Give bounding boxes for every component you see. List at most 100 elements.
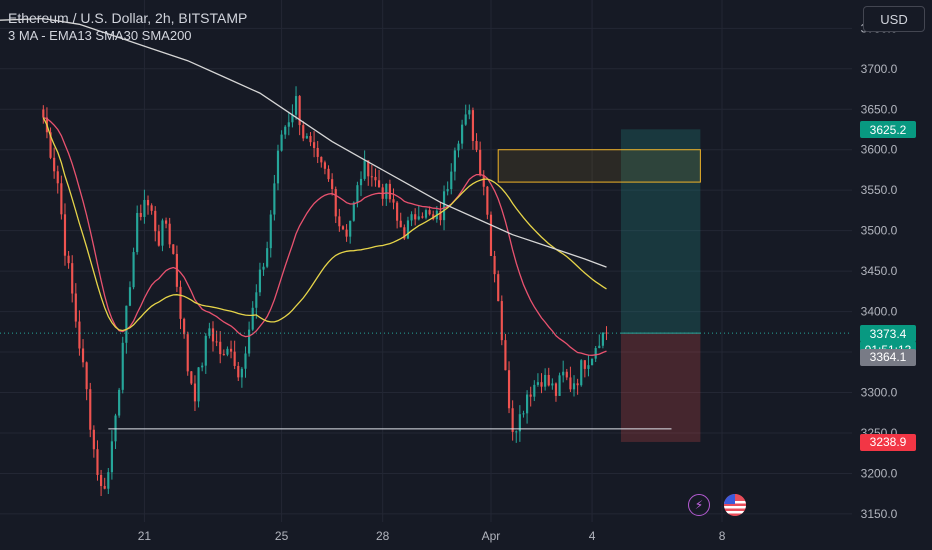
candle-body bbox=[442, 191, 446, 221]
candle-body bbox=[302, 125, 305, 139]
candle-body bbox=[511, 408, 514, 432]
candle-body bbox=[222, 354, 225, 356]
candle-body bbox=[587, 365, 590, 369]
y-tick-label: 3550.0 bbox=[861, 183, 898, 197]
candle-body bbox=[533, 384, 536, 397]
candle-body bbox=[262, 266, 265, 270]
candle-body bbox=[417, 216, 420, 220]
candle-body bbox=[136, 212, 139, 253]
candle-body bbox=[547, 374, 550, 386]
candle-body bbox=[359, 178, 363, 186]
candle-body bbox=[211, 328, 215, 342]
candle-body bbox=[331, 179, 334, 190]
candle-body bbox=[562, 371, 565, 376]
candle-body bbox=[500, 301, 503, 341]
candle-body bbox=[164, 220, 168, 224]
y-tick-label: 3450.0 bbox=[861, 264, 898, 278]
target-price-label: 3625.2 bbox=[860, 121, 916, 139]
candle-body bbox=[453, 150, 456, 172]
candle-body bbox=[590, 358, 594, 366]
candle-body bbox=[305, 136, 308, 139]
x-tick-label: 25 bbox=[275, 529, 289, 543]
candle-body bbox=[233, 351, 236, 366]
candle-body bbox=[71, 263, 74, 294]
candle-body bbox=[226, 348, 229, 355]
candle-body bbox=[558, 375, 561, 396]
candle-body bbox=[208, 328, 211, 336]
y-tick-label: 3150.0 bbox=[861, 507, 898, 521]
candle-body bbox=[374, 176, 377, 181]
prev-close-label: 3364.1 bbox=[860, 348, 916, 366]
x-tick-label: 4 bbox=[589, 529, 596, 543]
candle-body bbox=[132, 252, 135, 288]
candle-body bbox=[197, 367, 200, 402]
candle-body bbox=[493, 256, 496, 275]
candle-body bbox=[96, 449, 99, 475]
stop-zone bbox=[620, 333, 701, 442]
candle-body bbox=[118, 389, 121, 416]
indicator-legend[interactable]: 3 MA - EMA13 SMA30 SMA200 bbox=[8, 28, 192, 43]
candle-body bbox=[536, 382, 539, 385]
candle-body bbox=[522, 413, 525, 415]
y-tick-label: 3400.0 bbox=[861, 305, 898, 319]
candle-body bbox=[489, 214, 493, 257]
candle-body bbox=[67, 255, 70, 264]
candle-body bbox=[421, 216, 424, 218]
candle-body bbox=[157, 231, 160, 246]
candle-body bbox=[49, 132, 52, 158]
candle-body bbox=[457, 143, 460, 151]
candle-body bbox=[258, 269, 262, 293]
candle-body bbox=[461, 124, 464, 144]
candle-body bbox=[540, 382, 543, 387]
chart-title: Ethereum / U.S. Dollar, 2h, BITSTAMP bbox=[8, 10, 248, 26]
candle-body bbox=[572, 383, 576, 390]
candle-body bbox=[193, 383, 197, 402]
candle-body bbox=[580, 360, 583, 386]
candle-body bbox=[544, 374, 547, 387]
candle-body bbox=[497, 274, 500, 302]
candle-body bbox=[60, 183, 63, 215]
y-tick-label: 3500.0 bbox=[861, 224, 898, 238]
candle-body bbox=[432, 214, 435, 220]
us-flag-icon[interactable] bbox=[724, 494, 746, 516]
candle-body bbox=[183, 318, 186, 335]
candle-body bbox=[406, 220, 410, 239]
candle-body bbox=[175, 253, 178, 287]
candle-body bbox=[309, 136, 312, 143]
lightning-bolt-icon[interactable]: ⚡ bbox=[688, 494, 710, 516]
candle-body bbox=[172, 244, 175, 254]
candle-body bbox=[273, 183, 276, 215]
candle-body bbox=[269, 214, 272, 249]
candle-body bbox=[100, 474, 103, 487]
candle-body bbox=[266, 248, 269, 267]
candle-body bbox=[154, 210, 157, 232]
candle-body bbox=[475, 140, 478, 150]
candle-body bbox=[367, 160, 370, 177]
candle-body bbox=[294, 96, 298, 115]
candle-body bbox=[56, 171, 59, 184]
candle-body bbox=[370, 176, 373, 178]
candle-body bbox=[284, 126, 287, 135]
candle-body bbox=[334, 189, 337, 217]
candle-body bbox=[201, 365, 204, 368]
candle-body bbox=[320, 156, 323, 163]
supply-zone bbox=[497, 149, 701, 183]
candle-body bbox=[125, 305, 128, 343]
candle-body bbox=[146, 199, 150, 206]
currency-button[interactable]: USD bbox=[863, 6, 925, 32]
candle-body bbox=[526, 394, 529, 414]
y-tick-label: 3700.0 bbox=[861, 62, 898, 76]
candle-body bbox=[313, 142, 316, 148]
candle-body bbox=[89, 389, 92, 430]
candle-body bbox=[479, 149, 482, 176]
y-tick-label: 3300.0 bbox=[861, 386, 898, 400]
y-tick-label: 3600.0 bbox=[861, 143, 898, 157]
candle-body bbox=[410, 214, 413, 221]
stop-price-label: 3238.9 bbox=[860, 433, 916, 451]
candle-body bbox=[356, 185, 359, 203]
candle-body bbox=[150, 205, 153, 211]
last-price-label: 3373.4 bbox=[860, 325, 916, 343]
candle-body bbox=[594, 348, 597, 359]
